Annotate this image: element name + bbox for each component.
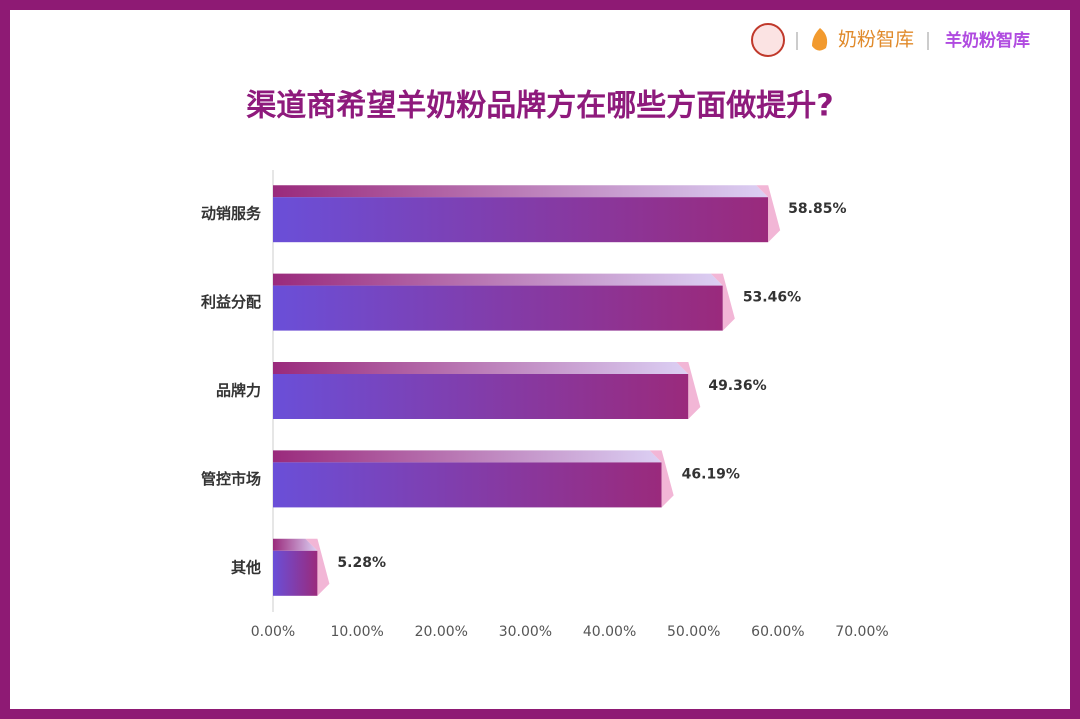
y-tick-label: 利益分配 <box>201 293 261 311</box>
canvas <box>10 10 1070 709</box>
value-label: 53.46% <box>743 290 801 306</box>
bar <box>273 462 662 508</box>
bar-side <box>710 273 735 331</box>
logo-icon <box>751 23 785 57</box>
bar-side <box>756 185 781 243</box>
logo-icon <box>812 28 828 51</box>
y-tick-label: 管控市场 <box>201 470 261 488</box>
bar <box>273 550 318 596</box>
value-label: 58.85% <box>788 201 846 217</box>
bar-side <box>649 450 674 508</box>
x-tick-label: 60.00% <box>751 624 804 640</box>
bar-top <box>273 185 769 198</box>
chart-title: 渠道商希望羊奶粉品牌方在哪些方面做提升? <box>246 89 833 124</box>
value-label: 46.19% <box>682 466 740 482</box>
value-label: 5.28% <box>337 555 386 571</box>
x-tick-label: 0.00% <box>251 624 295 640</box>
value-label: 49.36% <box>708 378 766 394</box>
bar-top <box>273 362 689 374</box>
bar-top <box>273 273 723 286</box>
brand: 羊奶粉智库 <box>945 30 1030 51</box>
y-tick-label: 其他 <box>231 558 261 576</box>
bar <box>273 285 723 331</box>
x-tick-label: 30.00% <box>499 624 552 640</box>
x-tick-label: 10.00% <box>330 624 383 640</box>
bar-side <box>676 362 701 419</box>
x-tick-label: 70.00% <box>835 624 888 640</box>
bar <box>273 197 769 243</box>
bar <box>273 374 689 419</box>
bar-top <box>273 538 318 551</box>
brand: 奶粉智库 <box>838 29 914 51</box>
x-tick-label: 20.00% <box>415 624 468 640</box>
y-tick-label: 动销服务 <box>201 205 262 223</box>
bar-top <box>273 450 662 463</box>
bar-side <box>305 538 330 596</box>
x-tick-label: 40.00% <box>583 624 636 640</box>
y-tick-label: 品牌力 <box>216 382 261 400</box>
x-tick-label: 50.00% <box>667 624 720 640</box>
